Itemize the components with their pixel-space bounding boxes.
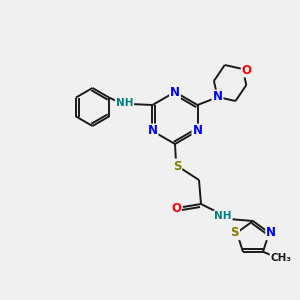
Text: N: N [148,124,158,137]
Text: O: O [242,64,252,76]
Text: N: N [212,91,223,103]
Text: O: O [171,202,181,215]
Text: NH: NH [214,211,232,221]
Text: N: N [170,85,180,98]
Text: N: N [266,226,276,239]
Text: S: S [173,160,181,172]
Text: S: S [231,226,239,239]
Text: N: N [193,124,202,137]
Text: CH₃: CH₃ [271,253,292,263]
Text: NH: NH [116,98,133,108]
